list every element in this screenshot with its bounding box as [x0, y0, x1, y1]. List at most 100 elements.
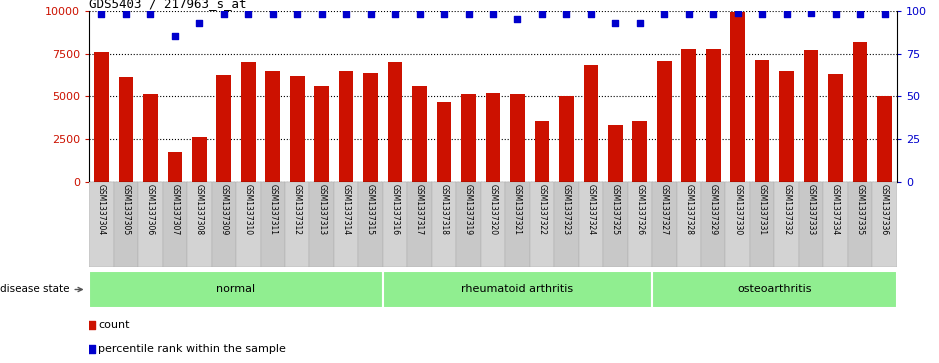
Bar — [315, 86, 329, 182]
Bar — [260, 182, 285, 267]
Point — [240, 11, 255, 17]
Point — [828, 11, 843, 17]
Bar — [290, 76, 304, 182]
Bar — [853, 42, 868, 182]
Point — [339, 11, 354, 17]
Point — [302, 238, 317, 244]
Bar — [779, 70, 794, 182]
Bar — [530, 182, 554, 267]
Bar — [310, 182, 334, 267]
Bar — [872, 182, 897, 267]
Bar — [94, 52, 109, 182]
Point — [315, 11, 330, 17]
Bar — [534, 121, 549, 182]
Text: GSM1337314: GSM1337314 — [342, 184, 350, 235]
Point — [681, 11, 696, 17]
Bar — [359, 182, 383, 267]
Bar — [657, 61, 671, 182]
Point — [706, 11, 721, 17]
Bar — [481, 182, 505, 267]
Text: GSM1337332: GSM1337332 — [782, 184, 792, 235]
Text: GSM1337324: GSM1337324 — [586, 184, 595, 235]
Bar — [187, 182, 211, 267]
Point — [559, 11, 574, 17]
Bar — [505, 182, 530, 267]
Bar — [363, 73, 378, 182]
Bar — [559, 96, 574, 182]
Point — [731, 10, 746, 16]
Text: GSM1337306: GSM1337306 — [146, 184, 155, 235]
Bar — [334, 182, 359, 267]
Point — [804, 10, 819, 16]
Bar — [824, 182, 848, 267]
Bar — [652, 182, 676, 267]
Bar — [89, 182, 114, 267]
Bar — [676, 182, 701, 267]
Point — [290, 11, 305, 17]
Bar — [804, 50, 819, 182]
Bar — [383, 182, 408, 267]
Text: rheumatoid arthritis: rheumatoid arthritis — [461, 285, 574, 294]
Bar — [167, 152, 182, 182]
Text: GSM1337329: GSM1337329 — [709, 184, 717, 235]
Bar — [339, 72, 353, 182]
Point — [485, 11, 500, 17]
Point — [583, 11, 598, 17]
Point — [461, 11, 476, 17]
Text: GSM1337310: GSM1337310 — [244, 184, 253, 235]
Text: GSM1337320: GSM1337320 — [488, 184, 498, 235]
Text: GSM1337325: GSM1337325 — [611, 184, 620, 235]
Point — [608, 20, 623, 26]
Text: GSM1337317: GSM1337317 — [415, 184, 424, 235]
Text: GSM1337312: GSM1337312 — [293, 184, 301, 235]
Bar — [755, 60, 769, 182]
Text: GDS5403 / 217963_s_at: GDS5403 / 217963_s_at — [89, 0, 247, 10]
Text: percentile rank within the sample: percentile rank within the sample — [98, 344, 286, 354]
Text: GSM1337307: GSM1337307 — [170, 184, 179, 235]
Text: GSM1337311: GSM1337311 — [269, 184, 277, 235]
Point — [265, 11, 280, 17]
Bar — [285, 182, 310, 267]
Bar — [750, 182, 775, 267]
Bar — [266, 70, 280, 182]
Bar — [706, 49, 720, 182]
Text: GSM1337327: GSM1337327 — [660, 184, 669, 235]
Point — [192, 20, 207, 26]
Bar — [241, 62, 255, 182]
Point — [632, 20, 647, 26]
Bar — [437, 102, 452, 182]
Text: GSM1337331: GSM1337331 — [758, 184, 766, 235]
Bar — [408, 182, 432, 267]
Text: GSM1337334: GSM1337334 — [831, 184, 840, 235]
Point — [412, 11, 427, 17]
Text: GSM1337323: GSM1337323 — [562, 184, 571, 235]
Bar — [603, 182, 627, 267]
Text: GSM1337308: GSM1337308 — [194, 184, 204, 235]
Text: GSM1337315: GSM1337315 — [366, 184, 375, 235]
Point — [302, 24, 317, 30]
Bar — [192, 137, 207, 182]
Bar — [627, 182, 652, 267]
Bar — [554, 182, 578, 267]
Text: GSM1337316: GSM1337316 — [391, 184, 400, 235]
Bar — [138, 182, 162, 267]
Text: GSM1337326: GSM1337326 — [636, 184, 644, 235]
Bar — [114, 182, 138, 267]
Text: GSM1337335: GSM1337335 — [855, 184, 865, 235]
Bar — [877, 96, 892, 182]
Point — [388, 11, 403, 17]
Bar — [828, 74, 843, 182]
Text: GSM1337304: GSM1337304 — [97, 184, 106, 235]
Bar — [799, 182, 824, 267]
Bar — [236, 182, 260, 267]
Text: GSM1337318: GSM1337318 — [439, 184, 449, 235]
Bar — [211, 182, 236, 267]
Bar — [775, 182, 799, 267]
Bar — [118, 77, 133, 182]
Bar — [383, 271, 652, 308]
Point — [118, 11, 133, 17]
Point — [437, 11, 452, 17]
Bar — [510, 94, 525, 182]
Bar — [162, 182, 187, 267]
Bar — [456, 182, 481, 267]
